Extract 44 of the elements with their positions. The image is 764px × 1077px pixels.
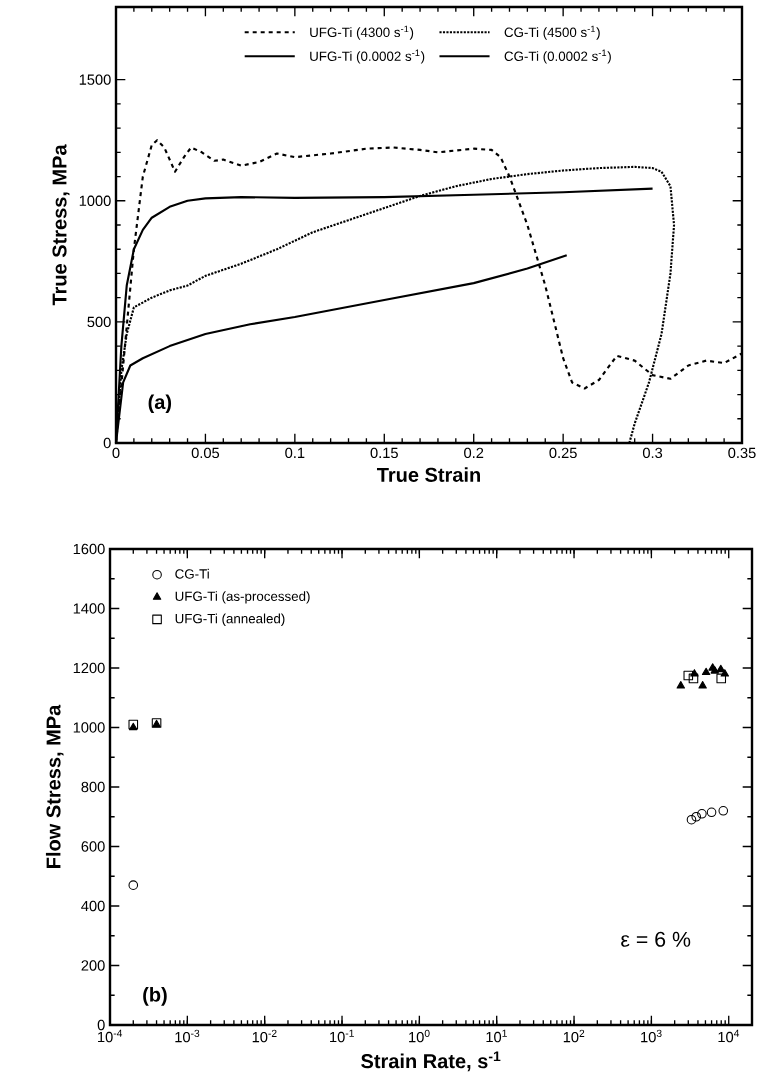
x-tick-label: 10$^{3}$ bbox=[641, 1029, 662, 1043]
x-tick-label: 0.1 bbox=[285, 447, 305, 459]
legend-label: UFG-Ti (annealed) bbox=[175, 613, 285, 626]
y-axis-title: True Stress, MPa bbox=[52, 144, 70, 306]
annotation: ε = 6 % bbox=[621, 931, 691, 947]
x-tick-label: 0.3 bbox=[642, 447, 663, 459]
y-tick-label: 1000 bbox=[73, 722, 105, 733]
y-tick-label: 200 bbox=[81, 960, 105, 971]
y-tick-label: 0 bbox=[103, 437, 111, 449]
x-tick-label: 10$^{-3}$ bbox=[175, 1029, 200, 1043]
x-tick-label: 0.35 bbox=[728, 447, 756, 459]
y-tick-label: 1600 bbox=[73, 543, 105, 555]
y-axis-title: Flow Stress, MPa bbox=[45, 704, 64, 868]
annotation: (b) bbox=[143, 987, 167, 1006]
x-axis-title: True Strain bbox=[376, 467, 480, 482]
y-tick-label: 500 bbox=[87, 316, 111, 328]
x-tick-label: 10$^{1}$ bbox=[486, 1029, 507, 1043]
legend-label: UFG-Ti (0.0002 s$^{-1}$) bbox=[310, 49, 425, 64]
y-tick-label: 600 bbox=[81, 841, 105, 852]
y-tick-label: 1200 bbox=[73, 662, 105, 674]
y-tick-label: 1000 bbox=[79, 195, 111, 206]
x-tick-label: 10$^{-4}$ bbox=[98, 1029, 123, 1043]
y-tick-label: 0 bbox=[97, 1019, 105, 1031]
legend-label: UFG-Ti (4300 s$^{-1}$) bbox=[310, 25, 414, 40]
y-tick-label: 800 bbox=[81, 781, 105, 793]
legend-label: CG-Ti (4500 s$^{-1}$) bbox=[504, 25, 600, 40]
x-tick-label: 0.05 bbox=[191, 447, 220, 459]
x-tick-label: 10$^{4}$ bbox=[718, 1029, 740, 1043]
x-tick-label: 10$^{-2}$ bbox=[252, 1029, 277, 1043]
x-tick-label: 0.25 bbox=[549, 447, 577, 459]
y-tick-label: 1500 bbox=[79, 74, 111, 85]
legend-label: UFG-Ti (as-processed) bbox=[175, 591, 310, 604]
x-tick-label: 0.15 bbox=[370, 447, 398, 459]
x-tick-label: 0 bbox=[112, 447, 120, 459]
annotation: (a) bbox=[148, 394, 172, 414]
y-tick-label: 400 bbox=[81, 900, 105, 912]
x-tick-label: 10$^{2}$ bbox=[563, 1029, 585, 1043]
x-axis-title: Strain Rate, s$^{-1}$ bbox=[361, 1051, 501, 1072]
x-tick-label: 10$^{-1}$ bbox=[330, 1029, 354, 1043]
legend-label: CG-Ti bbox=[175, 568, 209, 579]
x-tick-label: 10$^{0}$ bbox=[409, 1029, 430, 1043]
x-tick-label: 0.2 bbox=[464, 447, 484, 459]
legend-label: CG-Ti (0.0002 s$^{-1}$) bbox=[504, 49, 611, 64]
y-tick-label: 1400 bbox=[73, 603, 105, 614]
